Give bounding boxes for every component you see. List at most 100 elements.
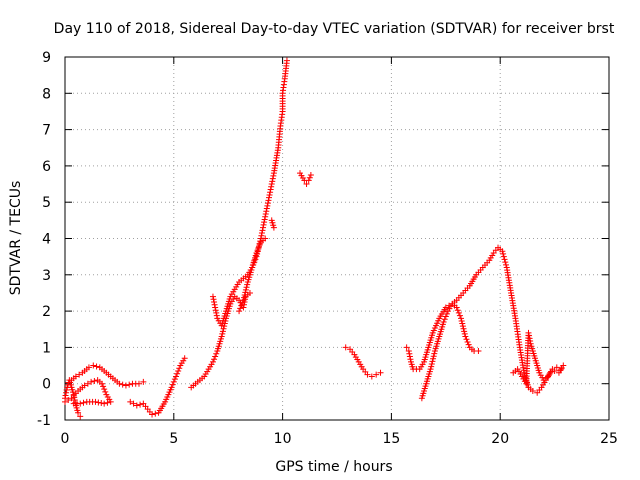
data-point-marker bbox=[254, 248, 261, 255]
data-point-marker bbox=[213, 309, 220, 316]
y-axis-label: SDTVAR / TECUs bbox=[8, 181, 24, 296]
data-point-marker bbox=[63, 387, 70, 394]
data-point-marker bbox=[211, 299, 218, 306]
data-point-marker bbox=[458, 317, 465, 324]
data-point-marker bbox=[406, 353, 413, 360]
x-axis-label: GPS time / hours bbox=[275, 459, 392, 475]
data-point-marker bbox=[126, 381, 133, 388]
data-point-marker bbox=[266, 194, 272, 201]
x-tick-label: 10 bbox=[274, 431, 292, 447]
axis-ticks bbox=[64, 56, 610, 421]
data-point-marker bbox=[462, 333, 469, 340]
data-point-marker bbox=[465, 341, 472, 348]
data-point-marker bbox=[70, 400, 77, 407]
data-point-marker bbox=[405, 348, 412, 355]
data-point-marker bbox=[241, 292, 248, 299]
data-point-marker bbox=[526, 335, 533, 342]
data-point-marker bbox=[266, 191, 273, 198]
data-point-marker bbox=[98, 400, 105, 407]
data-point-marker bbox=[169, 381, 176, 388]
data-point-marker bbox=[174, 370, 181, 377]
data-point-marker bbox=[88, 378, 95, 385]
data-point-marker bbox=[456, 312, 463, 319]
data-point-marker bbox=[101, 400, 108, 407]
data-point-marker bbox=[212, 353, 219, 360]
data-point-marker bbox=[268, 181, 275, 188]
data-point-marker bbox=[406, 350, 413, 357]
data-point-marker bbox=[253, 253, 260, 260]
data-point-marker bbox=[430, 353, 437, 360]
data-point-marker bbox=[431, 350, 438, 357]
data-point-marker bbox=[243, 284, 250, 291]
data-point-marker bbox=[499, 248, 506, 255]
data-point-marker bbox=[149, 411, 156, 418]
data-point-marker bbox=[171, 376, 178, 383]
data-point-marker bbox=[255, 243, 262, 250]
data-point-marker bbox=[549, 366, 556, 373]
y-tick-label: 3 bbox=[42, 268, 51, 284]
x-tick-label: 0 bbox=[61, 431, 70, 447]
data-point-marker bbox=[442, 304, 449, 311]
data-point-marker bbox=[219, 330, 226, 337]
data-point-marker bbox=[501, 256, 508, 263]
data-point-marker bbox=[283, 57, 290, 64]
data-point-marker bbox=[218, 333, 225, 340]
data-point-marker bbox=[547, 369, 554, 376]
data-point-marker bbox=[91, 377, 98, 384]
data-point-marker bbox=[220, 325, 227, 332]
y-tick-label: 1 bbox=[42, 340, 51, 356]
data-point-marker bbox=[75, 409, 82, 416]
data-point-marker bbox=[213, 350, 220, 357]
data-point-marker bbox=[553, 364, 560, 371]
data-point-marker bbox=[133, 402, 140, 409]
data-point-marker bbox=[500, 253, 507, 260]
data-point-marker bbox=[251, 259, 258, 266]
data-point-marker bbox=[219, 328, 226, 335]
data-point-marker bbox=[427, 366, 434, 373]
data-point-marker bbox=[140, 378, 147, 385]
data-point-marker bbox=[407, 356, 414, 363]
data-point-marker bbox=[210, 296, 217, 303]
data-point-marker bbox=[181, 355, 188, 362]
data-point-marker bbox=[100, 383, 107, 390]
data-point-marker bbox=[239, 299, 246, 306]
data-point-marker bbox=[263, 205, 270, 212]
data-point-marker bbox=[377, 369, 384, 376]
data-point-marker bbox=[443, 310, 450, 317]
data-point-marker bbox=[81, 382, 88, 389]
data-point-marker bbox=[429, 358, 436, 365]
y-tick-label: 8 bbox=[42, 86, 51, 102]
data-point-marker bbox=[307, 171, 314, 178]
data-point-marker bbox=[526, 332, 533, 339]
y-tick-label: 4 bbox=[42, 232, 51, 248]
data-point-marker bbox=[270, 172, 277, 179]
y-tick-label: 6 bbox=[42, 159, 51, 175]
data-point-marker bbox=[461, 328, 468, 335]
data-point-marker bbox=[213, 312, 220, 319]
data-point-marker bbox=[441, 316, 448, 323]
data-point-marker bbox=[262, 213, 269, 220]
data-point-marker bbox=[263, 208, 270, 215]
data-point-marker bbox=[260, 221, 267, 228]
data-point-marker bbox=[475, 348, 482, 355]
data-point-marker bbox=[84, 380, 91, 387]
data-point-marker bbox=[130, 400, 137, 407]
data-point-marker bbox=[461, 330, 468, 337]
data-point-marker bbox=[255, 245, 262, 252]
data-point-marker bbox=[212, 307, 219, 314]
data-point-marker bbox=[236, 308, 243, 315]
x-tick-label: 25 bbox=[600, 431, 618, 447]
data-point-marker bbox=[306, 174, 313, 181]
data-point-marker bbox=[83, 398, 90, 405]
data-point-marker bbox=[373, 371, 380, 378]
data-point-marker bbox=[259, 227, 266, 234]
data-point-marker bbox=[260, 224, 267, 231]
data-point-marker bbox=[168, 384, 175, 391]
data-point-marker bbox=[76, 371, 83, 378]
data-point-marker bbox=[152, 410, 159, 417]
data-point-marker bbox=[257, 235, 264, 242]
data-point-marker bbox=[102, 388, 109, 395]
data-point-marker bbox=[264, 202, 271, 209]
data-point-marker bbox=[242, 289, 249, 296]
data-point-marker bbox=[93, 363, 100, 370]
